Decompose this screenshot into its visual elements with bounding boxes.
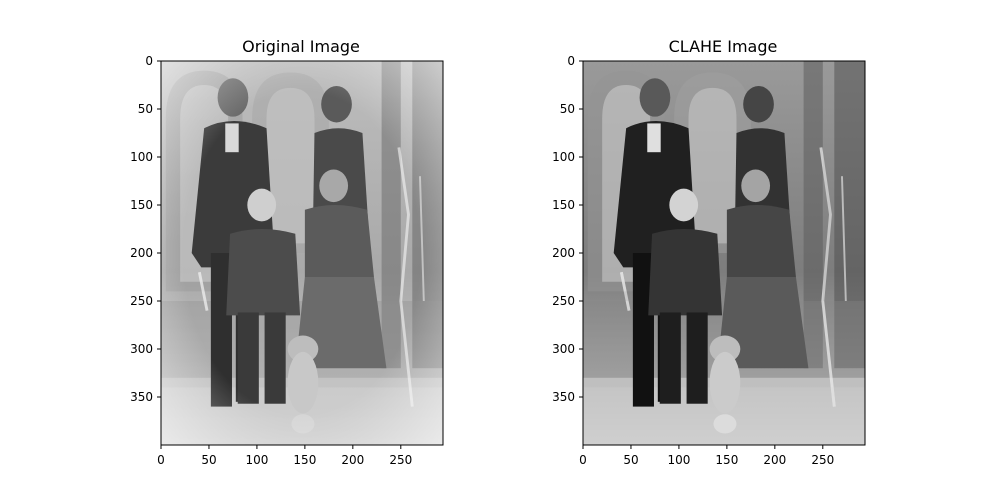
x-tick-label: 0 bbox=[157, 453, 165, 467]
y-tick-label: 0 bbox=[145, 54, 153, 68]
y-tick-label: 250 bbox=[552, 294, 575, 308]
y-tick-label: 300 bbox=[130, 342, 153, 356]
panel-clahe: CLAHE Image 0 50 100 150 200 250 0 50 100 150 200 2… bbox=[552, 37, 866, 467]
x-tick-label: 150 bbox=[293, 453, 316, 467]
panel-title-original: Original Image bbox=[242, 37, 360, 56]
x-tick-label: 0 bbox=[579, 453, 587, 467]
panel-original: Original Image 0 50 100 150 200 250 0 50 100 150 2… bbox=[130, 37, 444, 467]
y-tick-label: 150 bbox=[130, 198, 153, 212]
y-tick-label: 250 bbox=[130, 294, 153, 308]
y-tick-label: 50 bbox=[138, 102, 153, 116]
y-tick-label: 150 bbox=[552, 198, 575, 212]
y-tick-label: 100 bbox=[552, 150, 575, 164]
y-tick-label: 200 bbox=[552, 246, 575, 260]
x-tick-label: 250 bbox=[389, 453, 412, 467]
x-tick-label: 150 bbox=[715, 453, 738, 467]
y-tick-label: 50 bbox=[560, 102, 575, 116]
ticks-clahe: 0 50 100 150 200 250 0 50 100 150 200 250 300 350 bbox=[552, 54, 834, 467]
y-tick-label: 200 bbox=[130, 246, 153, 260]
y-tick-label: 0 bbox=[567, 54, 575, 68]
x-tick-label: 50 bbox=[201, 453, 216, 467]
panel-title-clahe: CLAHE Image bbox=[669, 37, 778, 56]
x-tick-label: 50 bbox=[623, 453, 638, 467]
x-tick-label: 200 bbox=[341, 453, 364, 467]
x-tick-label: 100 bbox=[667, 453, 690, 467]
x-tick-label: 100 bbox=[245, 453, 268, 467]
y-tick-label: 300 bbox=[552, 342, 575, 356]
ticks-original: 0 50 100 150 200 250 0 50 100 150 200 250 300 350 bbox=[130, 54, 412, 467]
x-tick-label: 200 bbox=[763, 453, 786, 467]
x-tick-label: 250 bbox=[811, 453, 834, 467]
y-tick-label: 100 bbox=[130, 150, 153, 164]
y-tick-label: 350 bbox=[552, 390, 575, 404]
clahe-image bbox=[583, 61, 865, 445]
original-image bbox=[161, 61, 443, 445]
y-tick-label: 350 bbox=[130, 390, 153, 404]
